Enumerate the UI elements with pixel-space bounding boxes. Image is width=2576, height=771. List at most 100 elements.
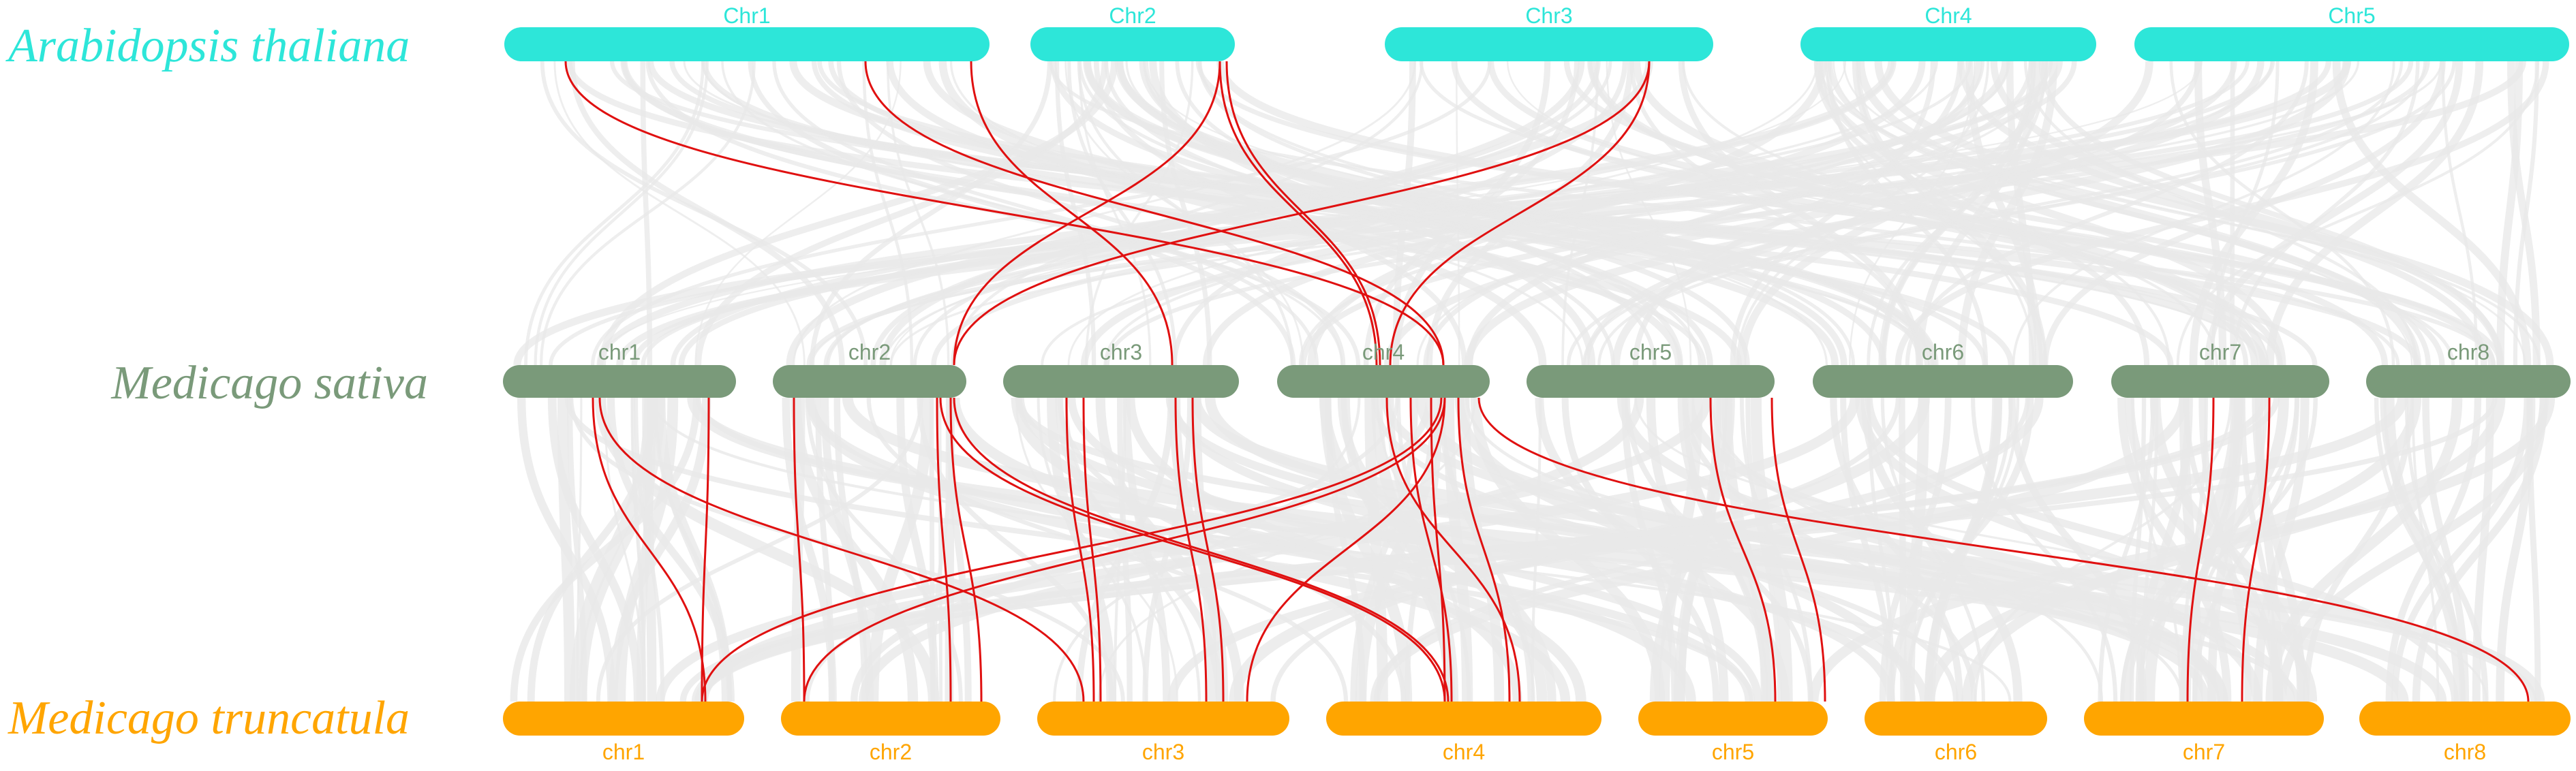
arabidopsis-chromosome-chr1 [504,27,990,61]
background-link [1957,61,2057,366]
highlighted-link [1246,397,1446,702]
sativa-chromosome-chr2 [773,365,966,398]
background-link [1067,61,1178,366]
background-link [1426,61,1634,366]
background-link [938,61,1547,366]
arabidopsis-chromosome-label: Chr5 [2328,3,2375,28]
background-link [805,397,1571,702]
highlighted-link [953,397,1450,702]
truncatula-chromosome-chr5 [1638,702,1828,736]
chromosome-tracks [503,27,2571,736]
truncatula-chromosome-label: chr3 [1142,740,1184,764]
background-link [1874,61,2554,366]
background-link [2179,397,2245,702]
background-link [1015,397,1929,702]
background-link [1867,61,2048,366]
highlighted-link [1191,397,1225,702]
background-link [889,61,2360,366]
background-link [1054,61,1097,366]
background-link [836,61,1346,366]
arabidopsis-chromosome-label: Chr3 [1525,3,1572,28]
highlighted-link [1385,397,1521,702]
background-link [1710,397,2104,702]
arabidopsis-chromosome-chr5 [2134,27,2569,61]
background-link [631,61,2331,366]
highlighted-link [1174,397,1208,702]
sativa-chromosome-chr6 [1813,365,2073,398]
background-link [694,397,2408,702]
background-link [1612,61,2153,366]
background-link [1736,61,1990,366]
background-link [1899,397,1907,702]
background-link [793,61,1416,366]
background-link [1113,397,1126,702]
highlighted-link [953,61,1221,366]
sativa-chromosome-label: chr1 [598,340,641,364]
highlighted-link [1709,397,1777,702]
background-link [806,397,1753,702]
background-link [2124,397,2284,702]
background-link [1561,61,1599,366]
background-link [833,397,868,702]
truncatula-chromosome-chr8 [2359,702,2571,736]
sativa-chromosome-label: chr2 [848,340,891,364]
truncatula-chromosome-chr2 [781,702,1000,736]
highlighted-link [1477,397,2530,702]
chromosome-labels: Chr1 Chr2 Chr3 Chr4 Chr5 chr1 chr2 chr3 chr4 chr5… [598,3,2489,764]
background-link [1298,61,1984,366]
background-link [1451,61,2283,366]
highlighted-link [701,397,710,702]
background-link [2391,397,2531,702]
sativa-chromosome-chr4 [1277,365,1490,398]
background-link [1300,61,2237,366]
background-link [1364,397,1388,702]
sativa-chromosome-chr3 [1003,365,1239,398]
background-link [2189,61,2318,366]
sativa-chromosome-label: chr3 [1100,340,1142,364]
background-link [815,397,835,702]
arabidopsis-chromosome-chr2 [1030,27,1235,61]
highlighted-link [970,61,1174,366]
sativa-chromosome-label: chr4 [1362,340,1405,364]
sativa-chromosome-chr1 [503,365,736,398]
background-link [1319,397,1548,702]
background-link [810,61,1052,366]
truncatula-chromosome-label: chr4 [1443,740,1485,764]
background-link [2496,397,2536,702]
truncatula-chromosome-chr7 [2084,702,2324,736]
background-link [557,397,575,702]
background-link [1077,61,1293,366]
truncatula-chromosome-chr4 [1326,702,1601,736]
background-link [1916,61,2041,366]
background-link [549,61,2250,366]
background-link [1588,61,2258,366]
background-link [1381,397,2295,702]
highlighted-link [1082,397,1102,702]
highlighted-link [1770,397,1826,702]
highlighted-link [936,397,952,702]
sativa-chromosome-chr5 [1527,365,1775,398]
background-link [1971,397,2118,702]
highlighted-link [1457,397,1511,702]
background-link [2042,61,2446,366]
arabidopsis-chromosome-label: Chr1 [723,3,770,28]
background-link [931,61,2077,366]
background-link [510,397,701,702]
background-link [540,61,756,366]
background-link [1856,61,2035,366]
background-link [576,397,583,702]
truncatula-chromosome-label: chr6 [1935,740,1977,764]
background-link [1830,397,1963,702]
background-link [594,397,940,702]
background-link [1464,61,2351,366]
truncatula-chromosome-label: chr8 [2444,740,2486,764]
background-link [1041,61,2273,366]
highlighted-link [793,397,806,702]
background-link [2380,397,2489,702]
background-link [524,61,705,366]
background-link [2143,397,2243,702]
background-link [569,397,1125,702]
highlighted-link [701,397,1443,702]
truncatula-chromosome-chr6 [1865,702,2047,736]
